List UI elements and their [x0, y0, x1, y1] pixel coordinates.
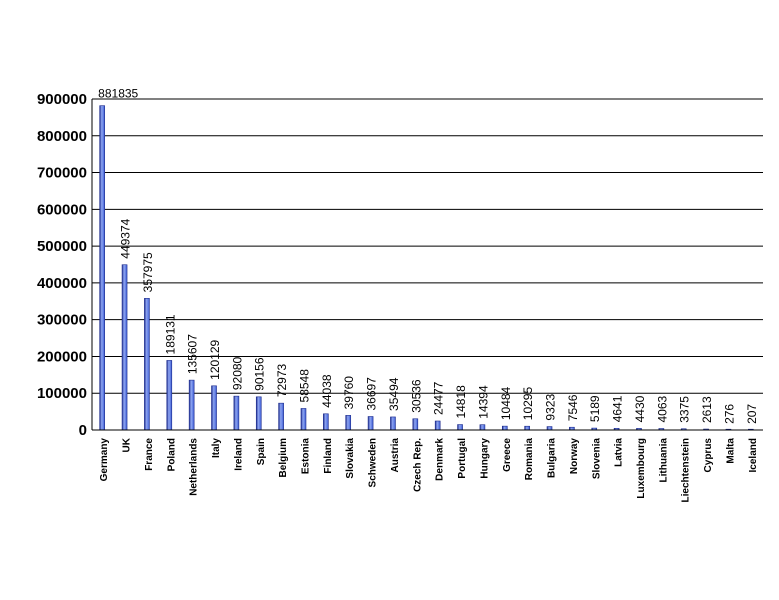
y-tick-label: 400000 — [37, 275, 87, 292]
data-label: 881835 — [98, 87, 138, 101]
x-tick-label: Czech Rep. — [412, 438, 423, 492]
bar — [501, 425, 508, 431]
x-tick-label: Portugal — [457, 438, 468, 479]
data-label: 120129 — [208, 339, 222, 379]
data-label: 135607 — [186, 334, 200, 374]
y-axis-ticks: 0 100000 200000 300000 400000 500000 600000 700… — [37, 91, 87, 439]
x-tick-label: Denmark — [435, 438, 446, 481]
bar — [188, 379, 195, 431]
y-tick-label: 500000 — [37, 238, 87, 255]
bar — [434, 420, 441, 431]
x-tick-label: Estonia — [300, 438, 311, 475]
x-tick-label: Romania — [524, 438, 535, 481]
x-tick-label: UK — [122, 437, 133, 452]
bar — [211, 385, 217, 431]
x-tick-label: Belgium — [278, 438, 289, 478]
x-tick-label: Norway — [569, 438, 580, 475]
bar — [412, 418, 419, 431]
data-label: 207 — [745, 404, 759, 424]
data-labels: 881835 449374 357975 189131 135607 120129 9208… — [98, 87, 759, 424]
bar — [323, 413, 329, 431]
x-tick-label: Slovenia — [591, 438, 602, 480]
bar — [390, 416, 396, 431]
y-tick-label: 700000 — [37, 165, 87, 182]
x-tick-label: Luxembourg — [636, 438, 647, 499]
data-label: 90156 — [253, 357, 267, 391]
data-label: 72973 — [275, 363, 289, 397]
data-label: 276 — [722, 404, 736, 424]
data-label: 30536 — [409, 379, 423, 413]
x-tick-label: Hungary — [479, 438, 490, 479]
bar — [233, 395, 240, 431]
x-tick-label: Bulgaria — [547, 438, 558, 478]
bar — [121, 264, 128, 431]
y-tick-label: 900000 — [37, 91, 87, 108]
x-tick-label: Italy — [211, 438, 222, 458]
x-tick-label: Schweden — [368, 438, 379, 487]
data-label: 2613 — [700, 396, 714, 423]
bar — [367, 416, 374, 431]
x-tick-label: Lithuania — [658, 438, 669, 483]
bar — [166, 360, 173, 431]
x-tick-label: Iceland — [748, 438, 759, 472]
y-tick-label: 800000 — [37, 128, 87, 145]
bars — [99, 105, 754, 431]
x-tick-label: Spain — [256, 438, 267, 465]
gridlines — [92, 98, 763, 394]
data-label: 5189 — [588, 395, 602, 422]
x-tick-label: Malta — [725, 438, 736, 464]
data-label: 35494 — [387, 377, 401, 411]
data-label: 36697 — [365, 377, 379, 411]
data-label: 357975 — [141, 252, 155, 292]
x-tick-label: Cyprus — [703, 438, 714, 473]
data-label: 4641 — [611, 395, 625, 422]
data-label: 9323 — [544, 394, 558, 421]
x-tick-label: Netherlands — [189, 438, 200, 496]
x-tick-label: Liechtenstein — [681, 438, 692, 502]
x-tick-label: Ireland — [233, 438, 244, 471]
bar — [99, 105, 105, 431]
bar — [345, 415, 352, 431]
bar — [144, 298, 150, 431]
y-tick-label: 200000 — [37, 348, 87, 365]
data-label: 24477 — [432, 381, 446, 415]
bar — [457, 424, 463, 431]
data-label: 58548 — [297, 369, 311, 403]
x-tick-label: Poland — [166, 438, 177, 471]
x-tick-label: France — [144, 438, 155, 471]
bar — [524, 425, 530, 431]
data-label: 4063 — [655, 395, 669, 422]
bar — [278, 402, 284, 431]
data-label: 44038 — [320, 374, 334, 408]
x-tick-label: Germany — [99, 438, 110, 482]
x-tick-label: Slovakia — [345, 438, 356, 479]
data-label: 14394 — [476, 385, 490, 419]
data-label: 92080 — [230, 356, 244, 390]
data-label: 4430 — [633, 395, 647, 422]
y-tick-label: 100000 — [37, 385, 87, 402]
x-tick-label: Austria — [390, 438, 401, 473]
data-label: 189131 — [163, 314, 177, 354]
y-tick-label: 600000 — [37, 201, 87, 218]
x-axis-ticks: Germany UK France Poland Netherlands Italy Ire… — [99, 437, 759, 502]
data-label: 7546 — [566, 394, 580, 421]
data-label: 3375 — [678, 396, 692, 423]
y-tick-label: 300000 — [37, 312, 87, 329]
bar — [255, 396, 262, 431]
data-label: 10484 — [499, 386, 513, 420]
bar — [546, 426, 553, 431]
x-tick-label: Greece — [502, 438, 513, 472]
data-label: 449374 — [119, 218, 133, 258]
bar — [300, 408, 307, 431]
x-tick-label: Latvia — [614, 438, 625, 467]
data-label: 14818 — [454, 385, 468, 419]
data-label: 10295 — [521, 387, 535, 421]
x-tick-label: Finland — [323, 438, 334, 474]
data-label: 39760 — [342, 376, 356, 410]
y-tick-label: 0 — [79, 422, 87, 439]
bar — [479, 424, 486, 431]
